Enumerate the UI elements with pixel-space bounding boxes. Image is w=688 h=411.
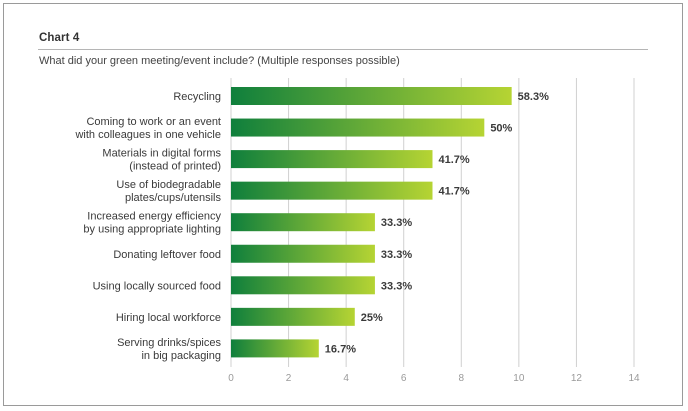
x-tick-label: 6 <box>401 373 407 384</box>
value-label: 50% <box>490 123 512 135</box>
header-divider <box>38 49 648 50</box>
bar <box>231 276 375 295</box>
x-tick-label: 4 <box>343 373 349 384</box>
bar <box>231 118 485 137</box>
category-label: Materials in digital forms <box>102 148 221 160</box>
category-label: plates/cups/utensils <box>125 192 221 204</box>
category-label: Recycling <box>173 91 221 103</box>
value-labels: 58.3% 50% 41.7% 41.7% 33.3% 33.3% 33.3% 25% 16.7… <box>325 91 549 355</box>
x-tick-label: 8 <box>459 373 465 384</box>
value-label: 16.7% <box>325 343 356 355</box>
category-label: Increased energy efficiency <box>87 211 221 223</box>
chart-frame <box>3 3 683 406</box>
value-label: 33.3% <box>381 249 412 261</box>
value-label: 33.3% <box>381 217 412 229</box>
x-tick-label: 10 <box>513 373 525 384</box>
category-label: by using appropriate lighting <box>83 224 221 236</box>
x-tick-label: 2 <box>286 373 292 384</box>
chart-number-label: Chart 4 <box>39 32 80 44</box>
bar <box>231 339 319 358</box>
bar <box>231 150 433 169</box>
category-label: Coming to work or an event <box>86 116 221 128</box>
category-label: Use of biodegradable <box>116 179 221 191</box>
category-label: (instead of printed) <box>129 161 221 173</box>
category-labels: Recycling Coming to work or an eventwith … <box>74 91 221 362</box>
bar <box>231 213 375 232</box>
category-label: Serving drinks/spices <box>117 337 221 349</box>
x-tick-label: 0 <box>228 373 234 384</box>
value-label: 41.7% <box>439 186 470 198</box>
x-tick-label: 14 <box>628 373 640 384</box>
category-label: with colleagues in one vehicle <box>74 129 221 141</box>
x-axis-ticks: 0 2 4 6 8 10 12 14 <box>228 373 640 384</box>
category-label: Donating leftover food <box>113 249 221 261</box>
x-tick-label: 12 <box>571 373 583 384</box>
bar <box>231 87 512 105</box>
value-label: 58.3% <box>518 91 549 103</box>
value-label: 41.7% <box>439 154 470 166</box>
category-label: in big packaging <box>141 350 221 362</box>
category-label: Using locally sourced food <box>93 280 221 292</box>
bars <box>231 87 512 358</box>
value-label: 25% <box>361 312 383 324</box>
chart-title: What did your green meeting/event includ… <box>39 55 400 67</box>
bar <box>231 307 355 326</box>
category-label: Hiring local workforce <box>116 312 221 324</box>
bar <box>231 244 375 263</box>
value-label: 33.3% <box>381 280 412 292</box>
bar <box>231 181 433 200</box>
